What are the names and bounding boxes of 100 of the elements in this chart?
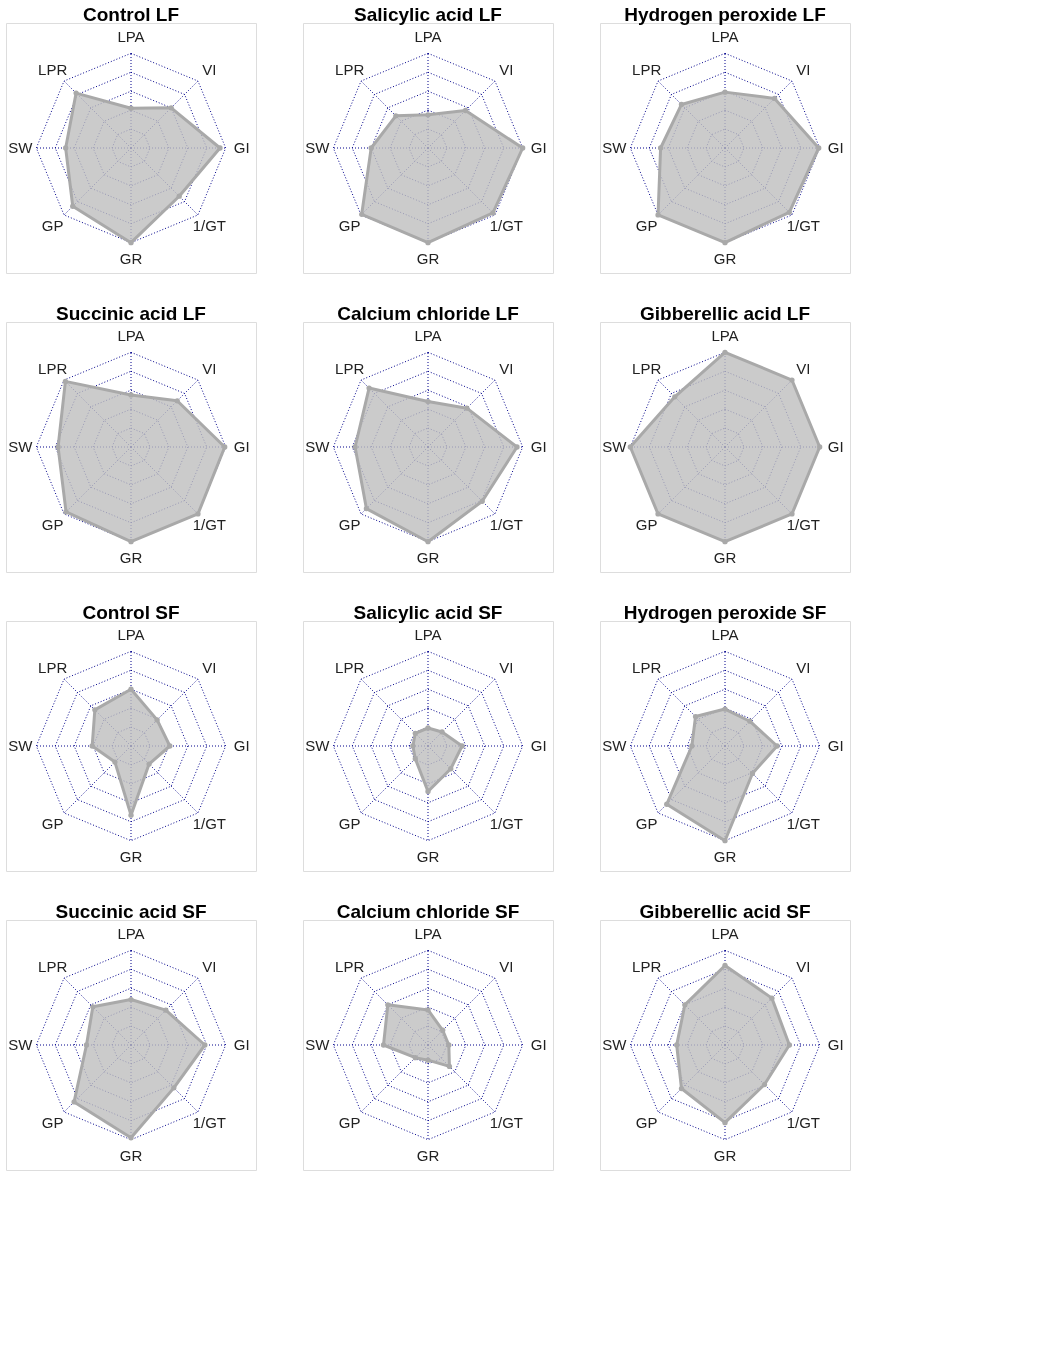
spoke-label: GI xyxy=(827,1036,844,1053)
spoke-label: GI xyxy=(233,438,250,455)
spoke-label: SW xyxy=(602,438,628,455)
spoke-label: LPR xyxy=(335,658,365,676)
chart-title: Succinic acid SF xyxy=(55,901,207,922)
spoke-label: GR xyxy=(416,847,440,865)
spoke-label: GR xyxy=(416,1146,440,1164)
spoke-label: SW xyxy=(8,438,34,455)
chart-title: Calcium chloride SF xyxy=(336,901,520,922)
spoke-label: LPR xyxy=(335,957,365,975)
spoke-label: GR xyxy=(713,548,737,566)
spoke-label: SW xyxy=(305,1036,331,1053)
spoke-label: 1/GT xyxy=(489,217,524,235)
spoke-label: GP xyxy=(41,815,64,833)
spoke-label: GP xyxy=(635,1114,658,1132)
spoke-label: GR xyxy=(416,249,440,267)
spoke-label: GP xyxy=(635,217,658,235)
spoke-label: GR xyxy=(119,1146,143,1164)
spoke-label: 1/GT xyxy=(786,217,821,235)
spoke-label: GR xyxy=(119,249,143,267)
chart-title: Gibberellic acid SF xyxy=(639,901,811,922)
chart-title: Salicylic acid SF xyxy=(353,602,503,623)
spoke-label: LPR xyxy=(632,957,662,975)
spoke-label: LPA xyxy=(711,28,739,46)
spoke-label: LPR xyxy=(632,60,662,78)
spoke-label: GP xyxy=(41,516,64,534)
spoke-label: LPR xyxy=(38,359,68,377)
spoke-label: LPA xyxy=(117,327,145,345)
spoke-label: LPA xyxy=(414,925,442,943)
spoke-label: VI xyxy=(796,60,811,78)
spoke-label: LPA xyxy=(711,626,739,644)
spoke-label: GI xyxy=(530,737,547,754)
spoke-label: GP xyxy=(338,815,361,833)
spoke-label: 1/GT xyxy=(192,217,227,235)
spoke-label: GI xyxy=(530,438,547,455)
spoke-label: LPR xyxy=(632,658,662,676)
spoke-label: GR xyxy=(713,249,737,267)
spoke-label: VI xyxy=(796,658,811,676)
spoke-label: 1/GT xyxy=(489,815,524,833)
spoke-label: LPA xyxy=(117,925,145,943)
spoke-label: 1/GT xyxy=(786,815,821,833)
spoke-label: GI xyxy=(827,139,844,156)
spoke-label: LPR xyxy=(38,60,68,78)
spoke-label: SW xyxy=(8,737,34,754)
chart-title: Control LF xyxy=(82,4,180,25)
spoke-label: VI xyxy=(499,957,514,975)
spoke-label: GI xyxy=(530,139,547,156)
spoke-label: GI xyxy=(233,737,250,754)
spoke-label: SW xyxy=(305,139,331,156)
spoke-label: GP xyxy=(635,815,658,833)
spoke-label: GP xyxy=(338,1114,361,1132)
spoke-label: GR xyxy=(119,847,143,865)
spoke-label: LPR xyxy=(335,60,365,78)
spoke-label: 1/GT xyxy=(786,516,821,534)
chart-title: Calcium chloride LF xyxy=(337,303,519,324)
spoke-label: GR xyxy=(416,548,440,566)
spoke-label: LPR xyxy=(335,359,365,377)
spoke-label: VI xyxy=(796,359,811,377)
spoke-label: LPA xyxy=(117,626,145,644)
spoke-label: VI xyxy=(202,957,217,975)
spoke-label: 1/GT xyxy=(192,815,227,833)
spoke-label: 1/GT xyxy=(192,516,227,534)
spoke-label: SW xyxy=(8,1036,34,1053)
chart-title: Gibberellic acid LF xyxy=(640,303,810,324)
spoke-label: GR xyxy=(119,548,143,566)
spoke-label: SW xyxy=(305,438,331,455)
chart-title: Hydrogen peroxide LF xyxy=(624,4,826,25)
spoke-label: GI xyxy=(233,139,250,156)
spoke-label: LPA xyxy=(414,626,442,644)
spoke-label: VI xyxy=(202,658,217,676)
spoke-label: GP xyxy=(41,1114,64,1132)
spoke-label: VI xyxy=(499,60,514,78)
spoke-label: VI xyxy=(499,359,514,377)
spoke-label: VI xyxy=(796,957,811,975)
chart-title: Hydrogen peroxide SF xyxy=(623,602,827,623)
spoke-label: VI xyxy=(202,60,217,78)
spoke-label: LPR xyxy=(632,359,662,377)
spoke-label: 1/GT xyxy=(489,1114,524,1132)
spoke-label: GI xyxy=(530,1036,547,1053)
spoke-label: LPA xyxy=(414,327,442,345)
spoke-label: SW xyxy=(602,737,628,754)
spoke-label: GI xyxy=(827,737,844,754)
chart-title: Succinic acid LF xyxy=(56,303,206,324)
spoke-label: GI xyxy=(233,1036,250,1053)
spoke-label: GP xyxy=(338,516,361,534)
spoke-label: VI xyxy=(202,359,217,377)
spoke-label: GP xyxy=(635,516,658,534)
spoke-label: SW xyxy=(8,139,34,156)
spoke-label: LPA xyxy=(711,925,739,943)
spoke-label: SW xyxy=(602,1036,628,1053)
spoke-label: LPR xyxy=(38,658,68,676)
spoke-label: VI xyxy=(499,658,514,676)
spoke-label: GP xyxy=(338,217,361,235)
spoke-label: 1/GT xyxy=(192,1114,227,1132)
spoke-label: LPA xyxy=(414,28,442,46)
spoke-label: GP xyxy=(41,217,64,235)
spoke-label: LPR xyxy=(38,957,68,975)
spoke-label: LPA xyxy=(117,28,145,46)
chart-title: Control SF xyxy=(82,602,180,623)
spoke-label: GR xyxy=(713,1146,737,1164)
